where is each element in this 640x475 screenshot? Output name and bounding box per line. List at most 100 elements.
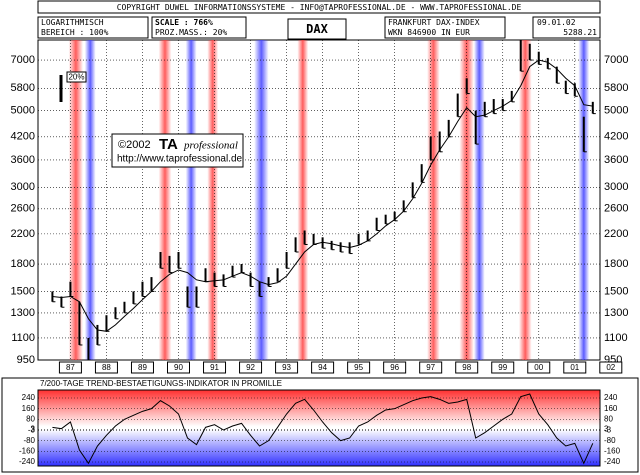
y-tick-label: 80 — [26, 414, 35, 423]
y-tick-label-right: 3000 — [604, 181, 628, 193]
y-tick-label: 1100 — [11, 332, 35, 344]
x-tick-box — [311, 361, 335, 374]
scale: SCALE : 766% — [155, 18, 213, 27]
x-tick-label: 93 — [282, 363, 291, 372]
last-price: 5288.21 — [563, 28, 597, 37]
x-tick-label: 99 — [498, 363, 507, 372]
wkn: WKN 846900 IN EUR — [388, 28, 470, 37]
indicator-title: 7/200-TAGE TREND-BESTAETIGUNGS-INDIKATOR… — [40, 379, 282, 388]
y-tick-label: 3600 — [11, 154, 35, 166]
x-tick-box — [130, 361, 154, 374]
indicator-line — [52, 393, 594, 465]
moving-average — [52, 59, 593, 332]
watermark-year: ©2002 — [118, 139, 151, 151]
y-tick-label: -240 — [19, 457, 36, 466]
y-tick-label: 4200 — [11, 131, 35, 143]
y-tick-label: -80 — [23, 436, 35, 445]
scale-marker: 20% — [68, 73, 84, 82]
info-box — [532, 16, 601, 39]
y-tick-label-right: -3 — [604, 426, 612, 435]
x-tick-box — [347, 361, 371, 374]
y-tick-label: -3 — [28, 426, 36, 435]
y-tick-label-right: 1500 — [604, 285, 628, 297]
info-box — [37, 16, 149, 39]
x-tick-label: 00 — [534, 363, 543, 372]
x-tick-label: 97 — [426, 363, 435, 372]
y-tick-label: -160 — [19, 446, 36, 455]
y-tick-label-right: 1100 — [604, 332, 628, 344]
instrument-name: FRANKFURT DAX-INDEX — [388, 18, 480, 27]
x-tick-box — [383, 361, 407, 374]
highlight-band — [68, 40, 84, 360]
x-tick-label: 94 — [318, 363, 327, 372]
highlight-band — [185, 40, 197, 360]
highlight-band — [254, 40, 269, 360]
y-tick-label-right: 240 — [604, 393, 618, 402]
x-tick-label: 01 — [570, 363, 579, 372]
highlight-band — [297, 40, 309, 360]
x-tick-label: 88 — [102, 363, 111, 372]
date: 09.01.02 — [537, 18, 576, 27]
x-tick-box — [58, 361, 82, 374]
percent-measure: PROZ.MASS.: 20% — [155, 28, 227, 37]
y-tick-label-right: 5800 — [604, 82, 628, 94]
y-tick-label-right: 1300 — [604, 307, 628, 319]
y-tick-label: 160 — [22, 404, 36, 413]
y-tick-label-right: 5000 — [604, 104, 628, 116]
y-tick-label-right: -160 — [604, 446, 621, 455]
y-tick-label: 2600 — [11, 203, 35, 215]
highlight-band — [518, 40, 532, 360]
indicator-frame — [1, 377, 639, 473]
highlight-band — [578, 40, 590, 360]
x-tick-box — [419, 361, 443, 374]
y-tick-label-right: 2200 — [604, 228, 628, 240]
y-tick-label: 3 — [31, 425, 36, 434]
x-tick-label: 02 — [606, 363, 615, 372]
x-tick-box — [491, 361, 515, 374]
y-tick-label: 5800 — [11, 82, 35, 94]
x-tick-label: 92 — [246, 363, 255, 372]
y-tick-label-right: 7000 — [604, 54, 628, 66]
y-tick-label: 3000 — [11, 181, 35, 193]
x-tick-label: 87 — [66, 363, 75, 372]
watermark-box — [111, 133, 244, 168]
x-tick-box — [599, 361, 623, 374]
y-tick-label-right: 2600 — [604, 203, 628, 215]
x-tick-box — [203, 361, 227, 374]
x-tick-label: 91 — [210, 363, 219, 372]
x-tick-label: 98 — [462, 363, 471, 372]
y-tick-label: 950 — [17, 354, 35, 366]
y-tick-label-right: 80 — [604, 414, 613, 423]
x-tick-box — [527, 361, 551, 374]
watermark-url: http://www.taprofessional.de — [117, 154, 243, 165]
symbol: DAX — [306, 22, 328, 36]
info-box — [151, 16, 247, 39]
symbol-box — [287, 18, 347, 40]
y-tick-label: 240 — [22, 393, 36, 402]
y-tick-label-right: 1800 — [604, 258, 628, 270]
y-tick-label: 7000 — [11, 54, 35, 66]
x-tick-label: 89 — [138, 363, 147, 372]
y-tick-label-right: 4200 — [604, 131, 628, 143]
y-tick-label: 2200 — [11, 228, 35, 240]
plot-area — [37, 39, 601, 361]
y-tick-label-right: 3600 — [604, 154, 628, 166]
y-tick-label: 1300 — [11, 307, 35, 319]
info-box — [384, 16, 506, 39]
x-tick-label: 96 — [390, 363, 399, 372]
y-tick-label: 5000 — [11, 104, 35, 116]
x-tick-box — [275, 361, 299, 374]
highlight-band — [207, 40, 219, 360]
x-tick-label: 90 — [174, 363, 183, 372]
x-tick-box — [167, 361, 190, 374]
y-tick-label-right: -80 — [604, 436, 616, 445]
y-tick-label: 1500 — [11, 285, 35, 297]
x-tick-box — [94, 361, 118, 374]
y-tick-label-right: 3 — [604, 425, 609, 434]
scale-marker-box — [66, 71, 87, 83]
x-tick-box — [563, 361, 587, 374]
copyright: COPYRIGHT DUWEL INFORMATIONSSYSTEME - IN… — [117, 3, 522, 12]
highlight-band — [427, 40, 440, 360]
